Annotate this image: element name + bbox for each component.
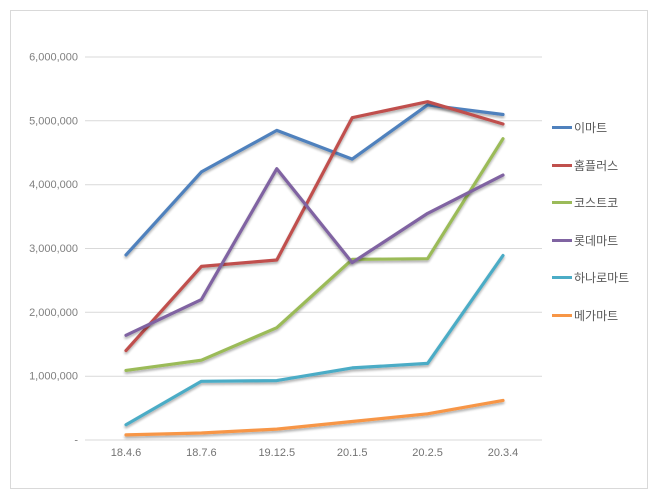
series-line-5 (124, 398, 505, 437)
legend-label: 코스트코 (574, 196, 619, 211)
legend-label: 롯데마트 (574, 233, 619, 248)
legend-item-5: 메가마트 (552, 297, 652, 335)
legend-line-swatch (552, 126, 572, 130)
y-tick-label: 1,000,000 (29, 371, 78, 383)
x-tick-label: 20.1.5 (337, 447, 368, 459)
series-line-1 (124, 100, 505, 353)
y-tick-label: - (74, 435, 78, 447)
x-tick-label: 18.7.6 (186, 447, 217, 459)
legend-item-1: 홈플러스 (552, 147, 652, 185)
y-tick-label: 3,000,000 (29, 243, 78, 255)
legend-line-swatch (552, 238, 572, 242)
legend-line-swatch (552, 163, 572, 167)
legend-item-4: 하나로마트 (552, 259, 652, 297)
x-tick-label: 19.12.5 (258, 447, 295, 459)
x-tick-label: 18.4.6 (111, 447, 142, 459)
y-axis-tick-labels: - 1,000,000 2,000,000 3,000,000 4,000,000 5,0… (29, 52, 78, 447)
legend-item-0: 이마트 (552, 109, 652, 147)
y-tick-label: 5,000,000 (29, 115, 78, 127)
legend-line-swatch (552, 201, 572, 205)
y-tick-label: 4,000,000 (29, 179, 78, 191)
series-line-3 (124, 167, 505, 337)
legend-line-swatch (552, 313, 572, 317)
legend-label: 홈플러스 (574, 158, 619, 173)
chart-frame (10, 10, 648, 489)
series-line-2 (124, 137, 505, 372)
series-line-0 (124, 103, 505, 257)
legend-label: 하나로마트 (574, 271, 630, 286)
legend-label: 이마트 (574, 121, 608, 136)
series-lines (124, 100, 505, 437)
legend-item-2: 코스트코 (552, 184, 652, 222)
x-tick-label: 20.2.5 (412, 447, 443, 459)
x-axis-tick-labels: 18.4.6 18.7.6 19.12.5 20.1.5 20.2.5 20.3.4 (111, 447, 519, 459)
gridlines (85, 56, 542, 441)
series-line-4 (124, 253, 505, 427)
legend-item-3: 롯데마트 (552, 222, 652, 260)
x-tick-label: 20.3.4 (488, 447, 519, 459)
y-tick-label: 2,000,000 (29, 307, 78, 319)
legend-line-swatch (552, 276, 572, 280)
y-tick-label: 6,000,000 (29, 52, 78, 64)
legend-label: 메가마트 (574, 308, 619, 323)
